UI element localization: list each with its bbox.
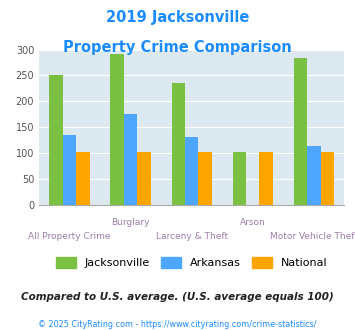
Legend: Jacksonville, Arkansas, National: Jacksonville, Arkansas, National (56, 257, 328, 268)
Bar (233, 152, 246, 205)
Text: All Property Crime: All Property Crime (28, 232, 111, 241)
Text: Larceny & Theft: Larceny & Theft (155, 232, 228, 241)
Bar (198, 152, 212, 205)
Bar (124, 114, 137, 205)
Text: Compared to U.S. average. (U.S. average equals 100): Compared to U.S. average. (U.S. average … (21, 292, 334, 302)
Text: Burglary: Burglary (111, 218, 150, 227)
Bar (137, 152, 151, 205)
Text: Property Crime Comparison: Property Crime Comparison (63, 40, 292, 54)
Bar (294, 58, 307, 205)
Bar (76, 152, 90, 205)
Bar (185, 137, 198, 205)
Bar (260, 152, 273, 205)
Text: 2019 Jacksonville: 2019 Jacksonville (106, 10, 249, 25)
Bar (63, 135, 76, 205)
Bar (171, 83, 185, 205)
Bar (307, 146, 321, 205)
Bar (49, 75, 63, 205)
Text: Arson: Arson (240, 218, 266, 227)
Text: © 2025 CityRating.com - https://www.cityrating.com/crime-statistics/: © 2025 CityRating.com - https://www.city… (38, 320, 317, 329)
Bar (110, 54, 124, 205)
Text: Motor Vehicle Theft: Motor Vehicle Theft (270, 232, 355, 241)
Bar (321, 152, 334, 205)
